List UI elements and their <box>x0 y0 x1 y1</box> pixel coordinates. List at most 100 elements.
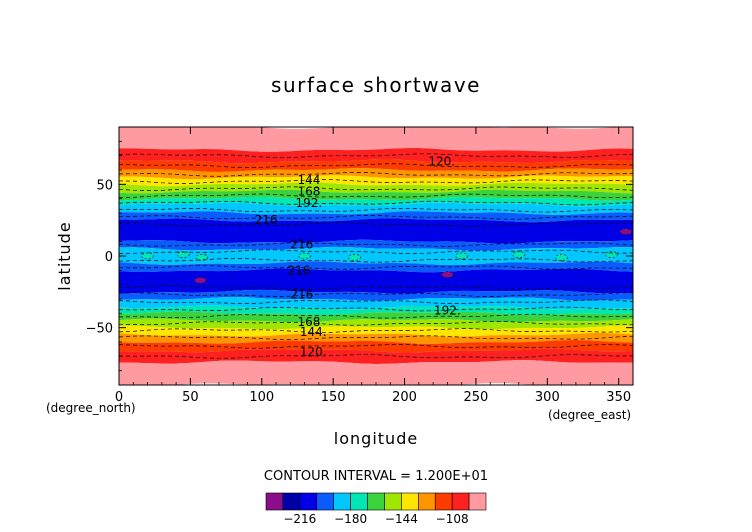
colorbar-swatch <box>333 492 351 511</box>
contour-line <box>118 292 634 297</box>
contour-line <box>118 242 634 247</box>
y-axis-label: latitude <box>55 221 74 290</box>
colorbar-swatch <box>384 492 402 511</box>
y-tick-label: 0 <box>105 250 113 265</box>
contour-band <box>119 261 633 273</box>
contour-line <box>118 344 634 349</box>
contour-patch <box>555 254 568 261</box>
contour-band <box>119 318 633 330</box>
contour-line <box>118 163 634 169</box>
contour-patch <box>195 254 209 261</box>
x-tick-label: 150 <box>321 390 346 405</box>
colorbar-swatch <box>434 492 453 511</box>
contour-band <box>119 159 633 172</box>
contour-patch <box>298 252 311 260</box>
contour-band <box>119 311 633 323</box>
contour-band <box>119 148 633 164</box>
contour-line <box>118 207 634 213</box>
contour-band <box>119 168 633 180</box>
contour-band <box>119 196 633 207</box>
x-tick-label: 0 <box>115 390 123 405</box>
contour-band <box>119 360 633 385</box>
contour-label: 144 <box>297 173 320 187</box>
x-unit-label: (degree_east) <box>548 408 631 422</box>
contour-label: 168 <box>297 185 320 199</box>
contour-label: 216 <box>255 213 278 227</box>
contour-band <box>119 202 633 215</box>
contour-line <box>118 354 634 359</box>
contour-band <box>119 189 633 201</box>
colorbar-swatch <box>282 492 301 511</box>
contour-band <box>119 325 633 337</box>
contour-band <box>119 305 633 316</box>
contour-label: 192. <box>296 196 323 210</box>
contour-label: 192. <box>434 303 461 317</box>
plot-area: 120.144168192.216216216216192.168144.120… <box>86 126 634 405</box>
axis-ticks: 0 50 100 150 200 250 300 350 50 0 −50 <box>86 127 634 405</box>
colorbar <box>265 492 487 511</box>
contour-line <box>118 249 634 254</box>
x-tick-label: 50 <box>182 390 199 405</box>
contour-label: 168 <box>297 315 320 329</box>
contour-label: 120. <box>428 154 455 168</box>
x-tick-label: 350 <box>606 390 631 405</box>
contour-patch <box>455 252 468 260</box>
chart-title: surface shortwave <box>271 73 481 97</box>
colorbar-label: −144 <box>385 512 418 526</box>
contour-line <box>118 335 634 341</box>
colorbar-labels: −216 −180 −144 −108 <box>283 512 468 526</box>
contour-line <box>118 285 634 290</box>
contour-line <box>118 193 634 199</box>
contour-patch <box>441 271 454 278</box>
contour-patch <box>512 251 526 258</box>
colorbar-label: −216 <box>283 512 316 526</box>
colorbar-swatch <box>418 492 436 511</box>
contour-labels: 120.144168192.216216216216192.168144.120… <box>255 154 461 359</box>
colorbar-swatch <box>401 492 419 511</box>
contour-patch <box>619 228 633 235</box>
contour-band <box>119 239 633 251</box>
y-tick-label: −50 <box>86 322 113 337</box>
contour-line <box>118 306 633 312</box>
colorbar-swatch <box>468 492 487 511</box>
contour-line <box>118 328 634 333</box>
contour-patch <box>348 254 361 261</box>
colorbar-swatch <box>350 492 368 511</box>
colorbar-label: −108 <box>436 512 469 526</box>
x-axis-label: longitude <box>334 429 418 448</box>
contour-band <box>119 182 633 194</box>
contour-line <box>118 265 634 270</box>
y-unit-label: (degree_north) <box>46 401 136 415</box>
colorbar-swatch <box>316 492 334 511</box>
contour-line <box>118 200 634 206</box>
x-tick-label: 100 <box>249 390 274 405</box>
contour-band <box>119 332 633 344</box>
colorbar-swatch <box>265 492 284 511</box>
contour-lines <box>118 153 634 359</box>
contour-line <box>119 222 634 227</box>
colorbar-swatch <box>451 492 470 511</box>
contour-fill-bands <box>119 127 633 385</box>
contour-line <box>118 299 634 304</box>
contour-label: 216 <box>290 238 313 252</box>
contour-line <box>118 172 634 177</box>
colorbar-swatch <box>299 492 318 511</box>
x-tick-label: 250 <box>464 390 489 405</box>
contour-line <box>118 215 634 220</box>
x-tick-label: 200 <box>392 390 417 405</box>
contour-band <box>119 340 633 353</box>
contour-label: 216 <box>290 288 313 302</box>
contour-band <box>119 127 633 152</box>
contour-band <box>119 348 633 364</box>
contour-band <box>119 289 633 301</box>
contour-line <box>118 257 634 263</box>
contour-patch <box>176 251 190 258</box>
contour-line <box>118 186 634 191</box>
contour-line <box>118 153 634 158</box>
contour-patches <box>141 228 633 284</box>
contour-patch <box>141 252 154 260</box>
contour-label: 144. <box>300 325 327 339</box>
contour-interval-label: CONTOUR INTERVAL = 1.200E+01 <box>264 469 488 484</box>
contour-patch <box>605 251 618 258</box>
